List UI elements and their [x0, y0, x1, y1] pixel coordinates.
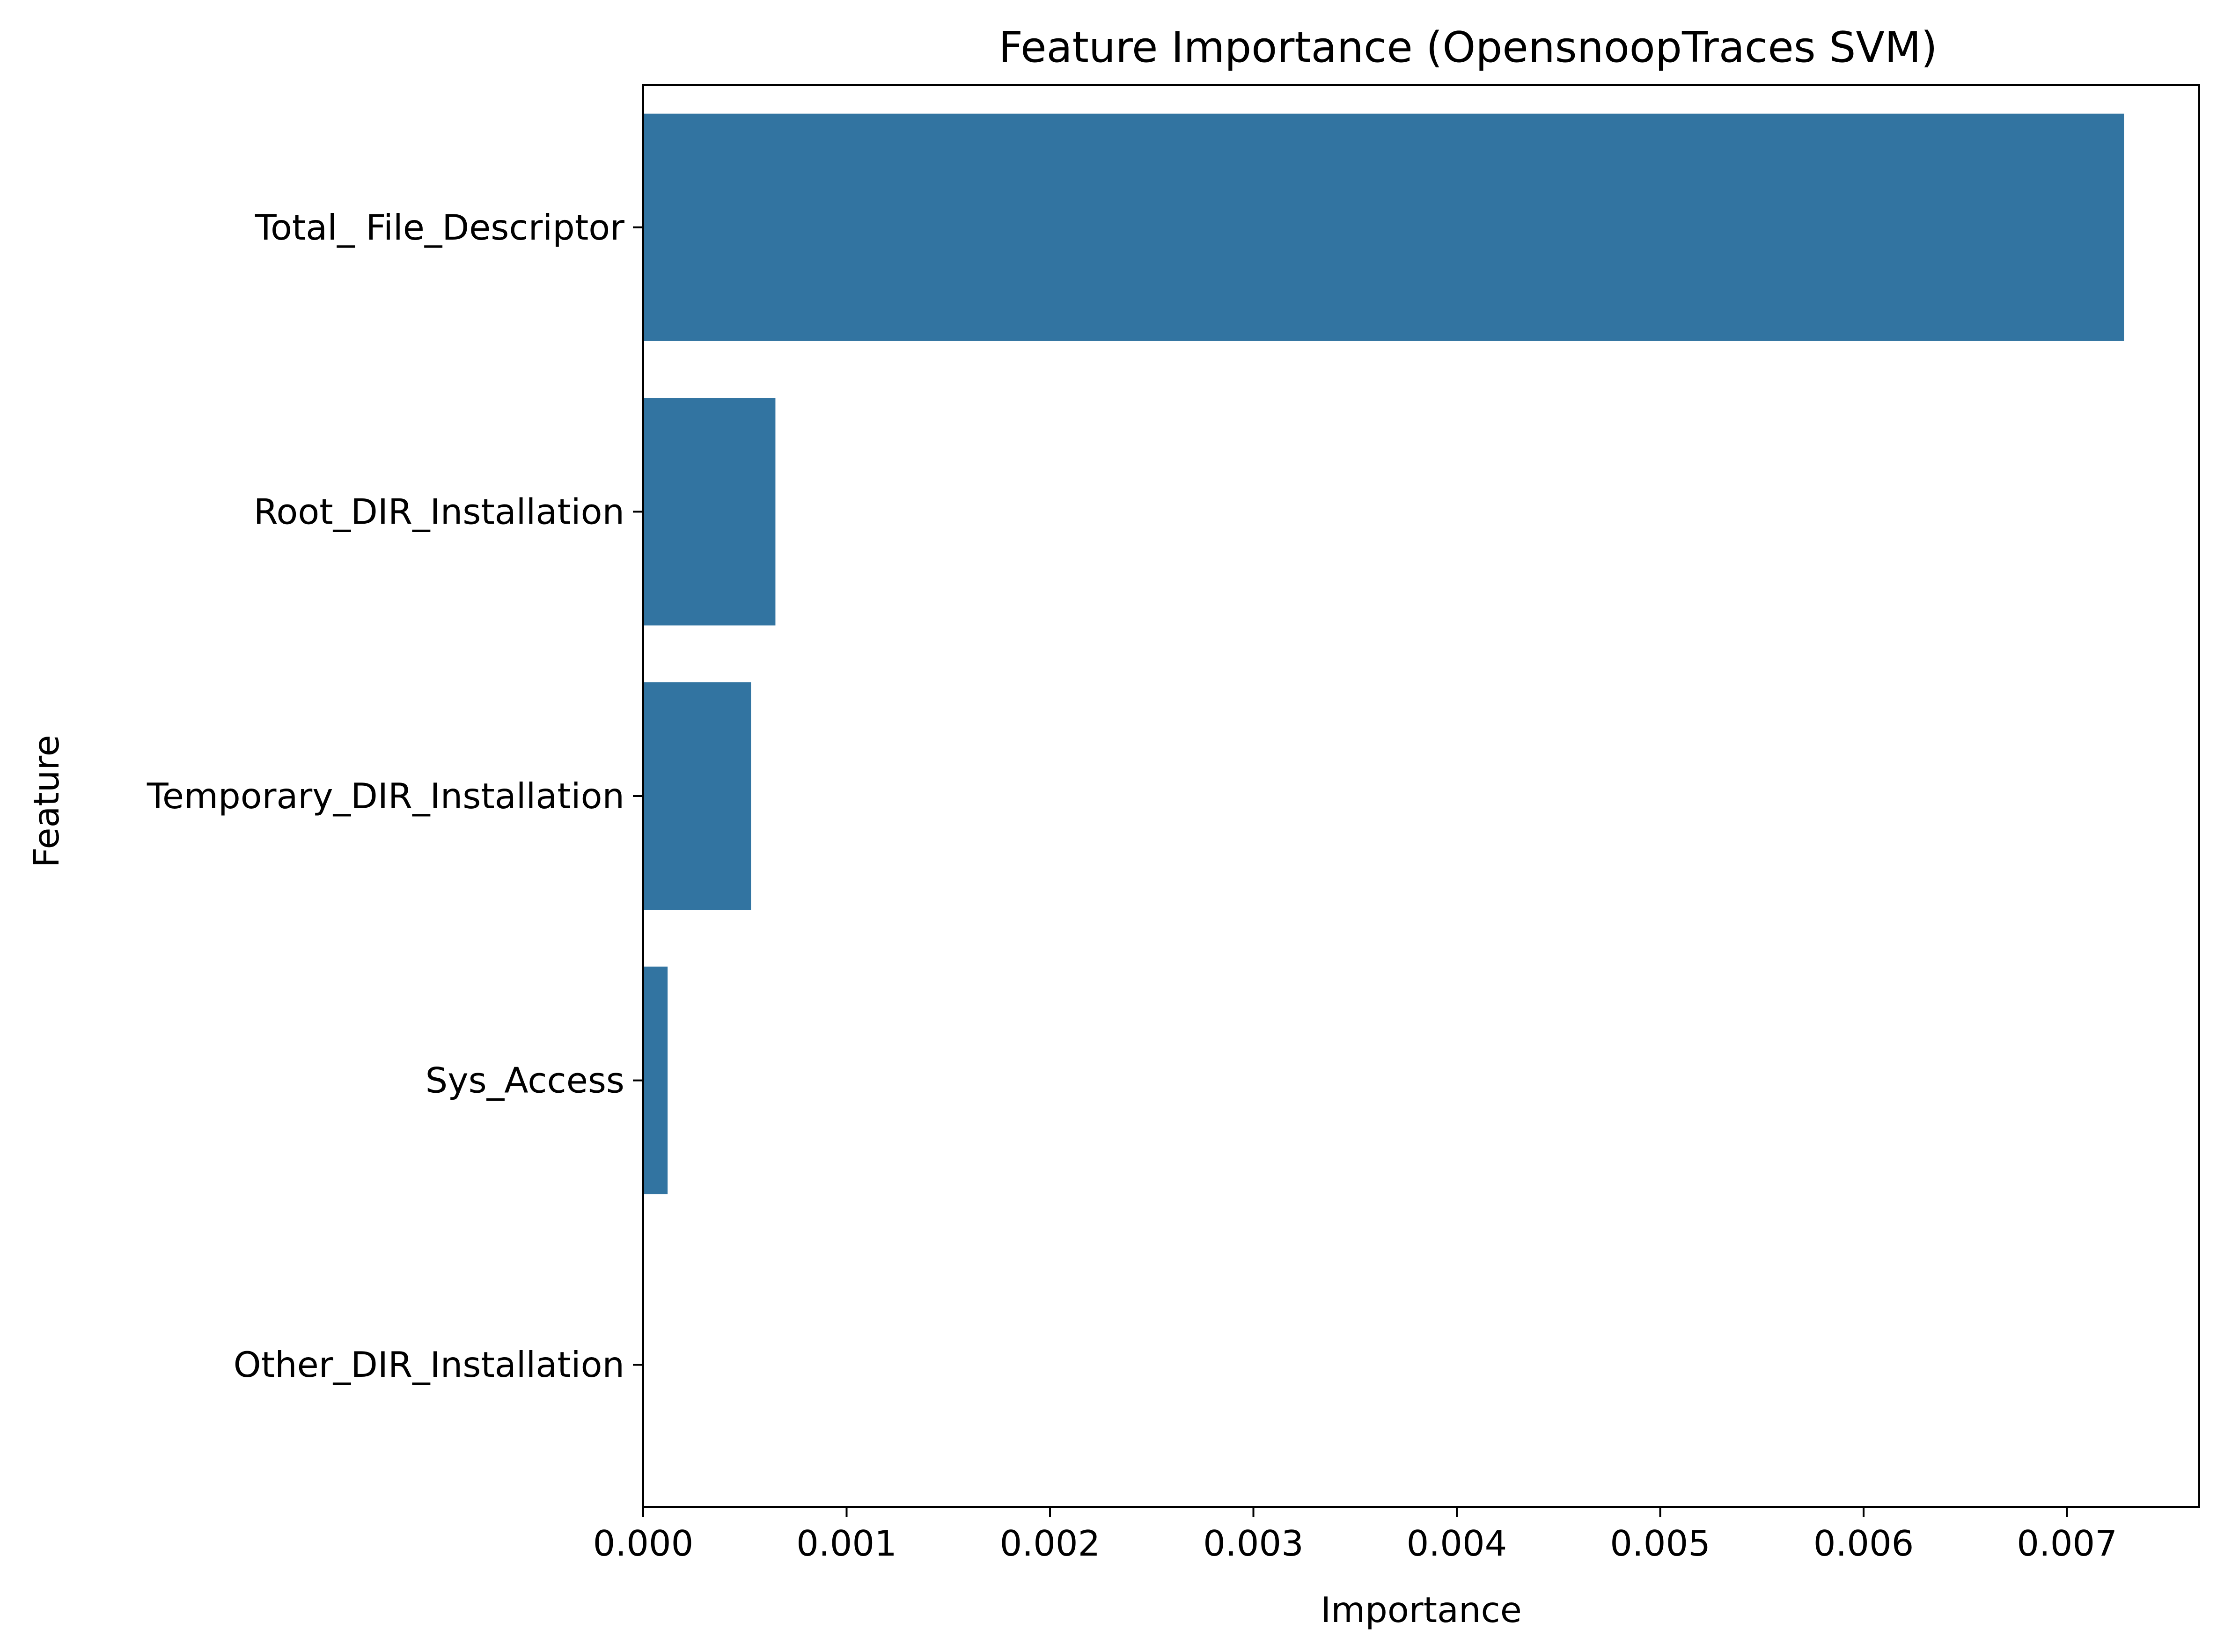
chart-title: Feature Importance (OpensnoopTraces SVM) — [998, 23, 1937, 72]
x-tick-label: 0.005 — [1610, 1523, 1710, 1564]
y-axis-label: Feature — [26, 735, 67, 867]
y-tick-label: Root_DIR_Installation — [254, 491, 624, 532]
y-tick-label: Total_ File_Descriptor — [255, 207, 624, 248]
x-tick-label: 0.003 — [1203, 1523, 1304, 1564]
x-tick-label: 0.006 — [1813, 1523, 1914, 1564]
x-tick-label: 0.001 — [796, 1523, 897, 1564]
y-tick-label: Other_DIR_Installation — [234, 1344, 624, 1385]
x-axis-ticks: 0.000 0.001 0.002 0.003 0.004 0.005 0.006 0.007 — [593, 1507, 2117, 1564]
bar-1 — [643, 398, 776, 626]
plot-frame — [642, 84, 2200, 1508]
bar-2 — [643, 682, 751, 910]
y-tick-label: Sys_Access — [426, 1060, 624, 1101]
x-tick-label: 0.002 — [1000, 1523, 1101, 1564]
x-tick-label: 0.004 — [1407, 1523, 1507, 1564]
bars-group — [643, 113, 2124, 1194]
bar-0 — [643, 113, 2124, 341]
x-tick-label: 0.000 — [593, 1523, 694, 1564]
y-axis-ticks: Total_ File_Descriptor Root_DIR_Installat… — [147, 207, 643, 1385]
x-axis-label: Importance — [1321, 1589, 1522, 1630]
bar-3 — [643, 966, 668, 1194]
x-tick-label: 0.007 — [2017, 1523, 2117, 1564]
y-tick-label: Temporary_DIR_Installation — [147, 775, 624, 817]
